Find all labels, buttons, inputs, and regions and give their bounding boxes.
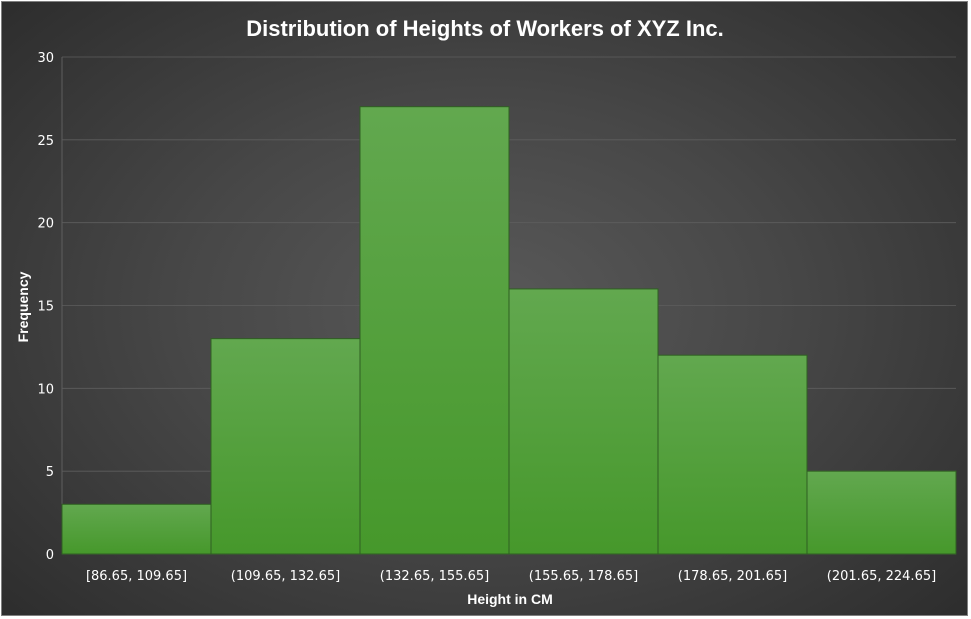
y-tick-label: 0 <box>46 548 54 563</box>
x-tick-label: (178.65, 201.65] <box>678 569 787 584</box>
bars <box>61 106 957 555</box>
y-tick-label: 5 <box>46 465 54 480</box>
y-tick-label: 15 <box>37 300 54 315</box>
histogram-bar <box>657 354 808 555</box>
histogram-bar <box>508 288 659 555</box>
histogram-bar <box>210 338 361 555</box>
histogram-bar <box>61 503 212 555</box>
chart-title: Distribution of Heights of Workers of XY… <box>246 16 724 41</box>
x-tick-label: [86.65, 109.65] <box>86 569 187 584</box>
histogram-bar <box>359 106 510 555</box>
x-tick-label: (155.65, 178.65] <box>529 569 638 584</box>
y-axis-ticks: 0 5 10 15 20 25 30 <box>37 51 54 563</box>
x-axis-ticks: [86.65, 109.65] (109.65, 132.65] (132.65, … <box>86 569 936 584</box>
x-tick-label: (201.65, 224.65] <box>827 569 936 584</box>
histogram-bar <box>806 470 957 555</box>
y-tick-label: 10 <box>37 382 54 397</box>
x-axis-label: Height in CM <box>467 591 553 607</box>
y-tick-label: 20 <box>37 217 54 232</box>
y-tick-label: 25 <box>37 134 54 149</box>
x-tick-label: (132.65, 155.65] <box>380 569 489 584</box>
y-axis-label: Frequency <box>15 271 31 342</box>
y-tick-label: 30 <box>37 51 54 66</box>
x-tick-label: (109.65, 132.65] <box>231 569 340 584</box>
